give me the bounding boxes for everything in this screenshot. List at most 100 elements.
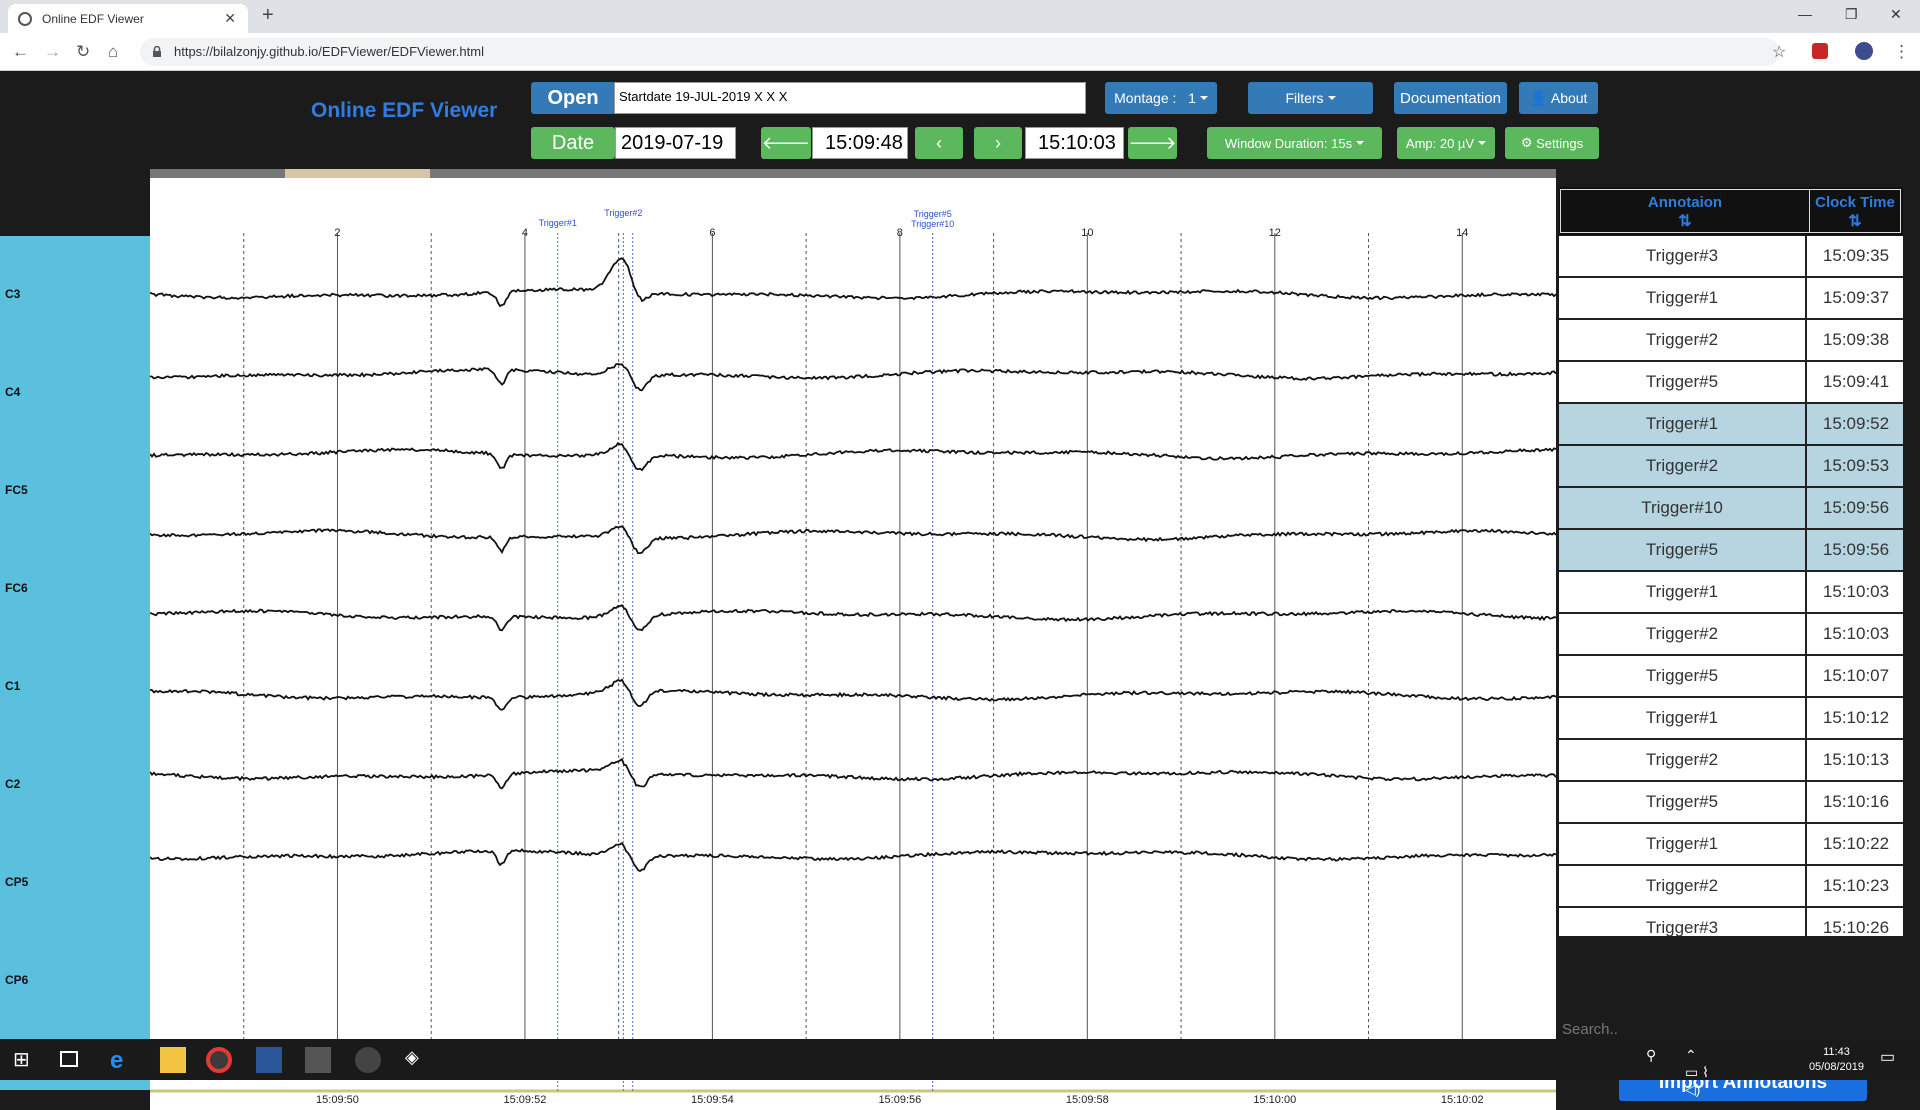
- annotation-name: Trigger#3: [1559, 236, 1807, 276]
- date-button[interactable]: Date: [531, 127, 615, 159]
- time-scrollbar[interactable]: [150, 169, 1556, 178]
- annotation-row[interactable]: Trigger#2 15:09:53: [1559, 446, 1903, 488]
- channel-label: C1: [5, 679, 21, 693]
- annotation-time: 15:09:56: [1822, 498, 1890, 517]
- clock-time-column-header[interactable]: Clock Time ⇅: [1809, 189, 1901, 233]
- annotation-row[interactable]: Trigger#2 15:10:13: [1559, 740, 1903, 782]
- amplitude-dropdown[interactable]: Amp: 20 µV: [1397, 127, 1495, 159]
- caret-down-icon: [1478, 141, 1487, 145]
- annotation-row[interactable]: Trigger#5 15:09:56: [1559, 530, 1903, 572]
- edge-icon[interactable]: e: [110, 1047, 124, 1074]
- about-button[interactable]: 👤 About: [1519, 82, 1598, 114]
- profile-avatar[interactable]: [1855, 42, 1873, 60]
- annotation-row[interactable]: Trigger#2 15:10:23: [1559, 866, 1903, 908]
- arrow-left-icon: 🡐: [761, 132, 811, 153]
- time-tick-label: 15:10:00: [1253, 1094, 1296, 1106]
- settings-label: Settings: [1536, 135, 1584, 151]
- restore-icon[interactable]: ❐: [1845, 6, 1858, 22]
- close-window-icon[interactable]: ✕: [1890, 6, 1902, 22]
- globe-icon: [18, 11, 32, 26]
- annotation-row[interactable]: Trigger#3 15:10:26: [1559, 908, 1903, 936]
- clock-time: 11:43: [1823, 1046, 1850, 1058]
- chevron-right-icon: ›: [995, 132, 1001, 153]
- forward-icon[interactable]: →: [44, 42, 61, 61]
- annotation-row[interactable]: Trigger#5 15:10:07: [1559, 656, 1903, 698]
- time-scrollbar-thumb[interactable]: [285, 169, 430, 178]
- menu-dots-icon[interactable]: ⋮: [1893, 42, 1910, 61]
- annotation-row[interactable]: Trigger#2 15:09:38: [1559, 320, 1903, 362]
- about-label: About: [1550, 90, 1588, 106]
- end-time-field[interactable]: 15:10:03: [1025, 127, 1124, 159]
- annotation-time: 15:10:26: [1822, 918, 1890, 936]
- annotation-list[interactable]: Trigger#3 15:09:35 Trigger#1 15:09:37 Trigge…: [1559, 236, 1903, 936]
- annotation-column-header[interactable]: Annotaion ⇅: [1560, 189, 1810, 233]
- annotation-row[interactable]: Trigger#1 15:10:22: [1559, 824, 1903, 866]
- time-tick-label: 15:10:02: [1441, 1094, 1484, 1106]
- annotation-time: 15:09:56: [1822, 540, 1890, 559]
- vpn-icon[interactable]: [355, 1047, 381, 1073]
- annotation-row[interactable]: Trigger#2 15:10:03: [1559, 614, 1903, 656]
- file-info-field: Startdate 19-JUL-2019 X X X: [614, 82, 1086, 114]
- step-forward-button[interactable]: ›: [974, 127, 1022, 159]
- settings-button[interactable]: ⚙ Settings: [1505, 127, 1599, 159]
- date-field[interactable]: 2019-07-19: [615, 127, 736, 159]
- annotation-row[interactable]: Trigger#1 15:09:52: [1559, 404, 1903, 446]
- back-icon[interactable]: ←: [12, 42, 29, 61]
- app-title: Online EDF Viewer: [311, 99, 498, 122]
- new-tab-icon[interactable]: +: [262, 4, 274, 26]
- time-tick-label: 15:09:56: [878, 1094, 921, 1106]
- documentation-button[interactable]: Documentation: [1394, 82, 1507, 114]
- unity-icon[interactable]: ◈: [405, 1047, 419, 1067]
- annotation-name: Trigger#5: [1559, 782, 1807, 822]
- chrome-icon[interactable]: [206, 1047, 232, 1073]
- home-icon[interactable]: ⌂: [108, 42, 119, 61]
- step-back-button[interactable]: ‹: [915, 127, 963, 159]
- next-window-button[interactable]: 🡒: [1128, 127, 1177, 159]
- reload-icon[interactable]: ↻: [76, 42, 91, 61]
- channel-label: C3: [5, 287, 21, 301]
- address-bar[interactable]: https://bilalzonjy.github.io/EDFViewer/E…: [140, 38, 1780, 66]
- windows-start-icon[interactable]: ⊞: [13, 1049, 30, 1071]
- notifications-icon[interactable]: ▭: [1880, 1049, 1896, 1066]
- start-time-field[interactable]: 15:09:48: [812, 127, 908, 159]
- word-icon[interactable]: [256, 1047, 282, 1073]
- channel-label: CP5: [5, 875, 29, 889]
- close-tab-icon[interactable]: ✕: [224, 10, 236, 26]
- annotation-name: Trigger#3: [1559, 908, 1807, 936]
- window-duration-dropdown[interactable]: Window Duration: 15s: [1207, 127, 1382, 159]
- open-button[interactable]: Open: [531, 82, 615, 114]
- eeg-plot[interactable]: 2 4 6 8 10 12 14 15:09:50 15:09:52 15:09:54 15:09:…: [150, 178, 1556, 1110]
- sort-icon[interactable]: ⇅: [1678, 213, 1692, 230]
- annotation-row[interactable]: Trigger#1 15:10:03: [1559, 572, 1903, 614]
- user-icon: 👤: [1529, 89, 1547, 106]
- extension-icon[interactable]: [1812, 43, 1828, 59]
- montage-dropdown[interactable]: Montage : 1: [1105, 82, 1217, 114]
- annotation-row[interactable]: Trigger#3 15:09:35: [1559, 236, 1903, 278]
- file-explorer-icon[interactable]: [160, 1047, 186, 1073]
- second-tick-label: 12: [1269, 227, 1281, 239]
- browser-tab[interactable]: Online EDF Viewer ✕: [8, 4, 248, 33]
- second-tick-label: 14: [1456, 227, 1468, 239]
- annotation-row[interactable]: Trigger#10 15:09:56: [1559, 488, 1903, 530]
- eeg-trace: [150, 257, 1556, 308]
- prev-window-button[interactable]: 🡐: [761, 127, 811, 159]
- caret-down-icon: [1327, 96, 1336, 100]
- app-icon[interactable]: [305, 1047, 331, 1073]
- bookmark-star-icon[interactable]: ☆: [1772, 44, 1787, 61]
- filters-dropdown[interactable]: Filters: [1248, 82, 1373, 114]
- sort-icon[interactable]: ⇅: [1848, 213, 1862, 230]
- task-view-icon[interactable]: [60, 1051, 78, 1067]
- people-icon[interactable]: ⚲: [1646, 1047, 1657, 1063]
- second-tick-label: 2: [334, 227, 340, 239]
- annotation-row[interactable]: Trigger#5 15:09:41: [1559, 362, 1903, 404]
- caret-down-icon: [1199, 96, 1208, 100]
- trigger-marker-label: Trigger#10: [911, 219, 954, 229]
- system-tray-icons[interactable]: ⌃ ▭ ⌇ ◁): [1685, 1047, 1709, 1097]
- annotation-row[interactable]: Trigger#1 15:10:12: [1559, 698, 1903, 740]
- channel-label: CP6: [5, 973, 29, 987]
- annotation-time: 15:09:52: [1822, 414, 1890, 433]
- system-clock[interactable]: 11:43 05/08/2019: [1809, 1045, 1864, 1075]
- minimize-icon[interactable]: —: [1798, 6, 1812, 22]
- annotation-row[interactable]: Trigger#1 15:09:37: [1559, 278, 1903, 320]
- annotation-row[interactable]: Trigger#5 15:10:16: [1559, 782, 1903, 824]
